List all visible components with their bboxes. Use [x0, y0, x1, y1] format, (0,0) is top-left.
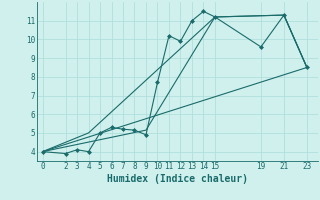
X-axis label: Humidex (Indice chaleur): Humidex (Indice chaleur) [107, 174, 248, 184]
